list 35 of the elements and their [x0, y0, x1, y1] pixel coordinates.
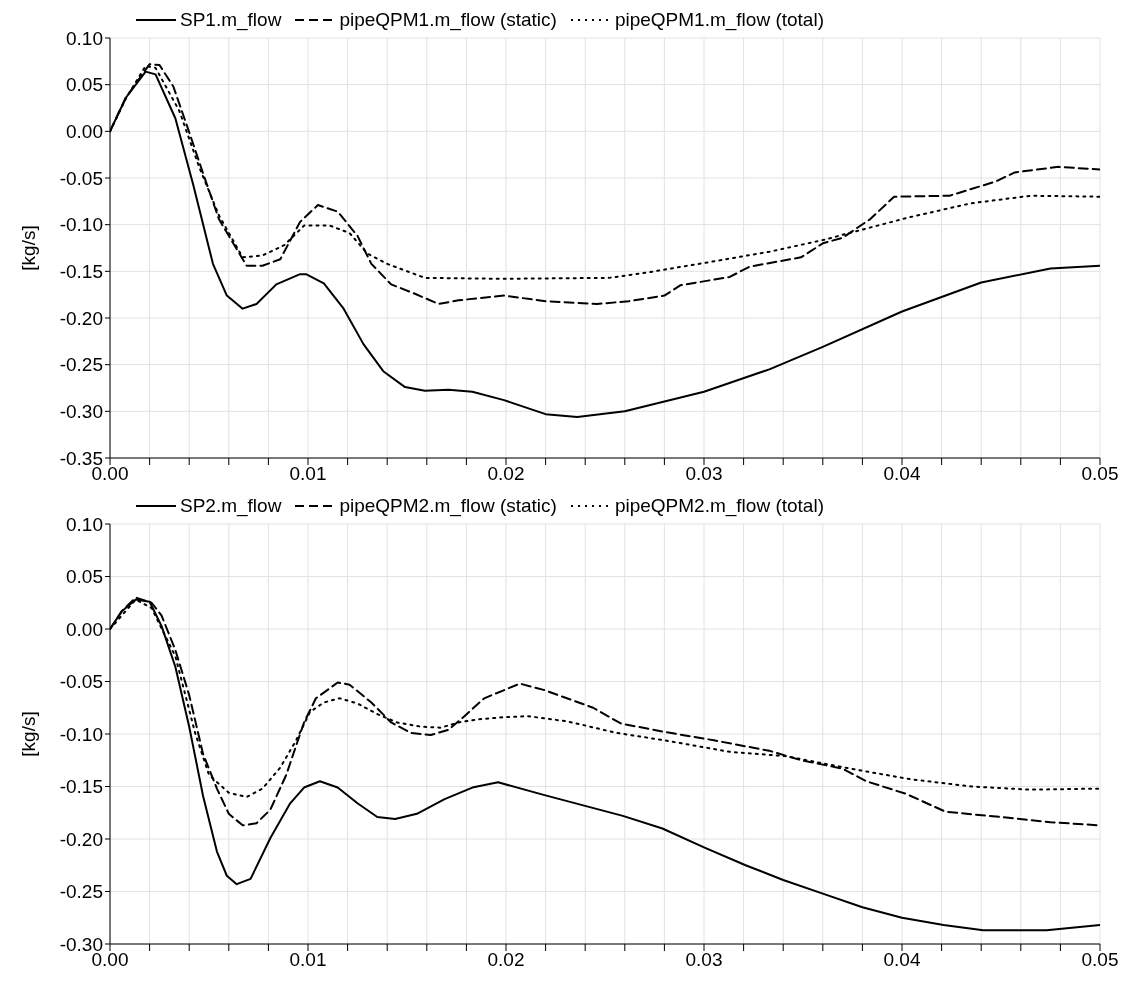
y-tick-label: -0.25: [59, 881, 103, 903]
legend-label: SP2.m_flow: [180, 495, 282, 517]
y-tick-label: -0.10: [59, 723, 103, 745]
legend-label: SP1.m_flow: [180, 9, 282, 31]
y-tick-label: 0.10: [66, 27, 103, 49]
y-tick-label: -0.15: [59, 776, 103, 798]
x-tick-label: 0.01: [289, 463, 327, 485]
x-tick-label: 0.01: [289, 949, 327, 971]
y-tick-label: -0.25: [59, 354, 103, 376]
legend-label: pipeQPM2.m_flow (total): [614, 495, 824, 517]
y-tick-label: -0.20: [59, 828, 103, 850]
y-tick-label: 0.00: [66, 121, 103, 143]
x-tick-label: 0.05: [1081, 949, 1119, 971]
x-tick-label: 0.03: [685, 463, 723, 485]
y-tick-label: 0.05: [66, 74, 103, 96]
legend-label: pipeQPM1.m_flow (static): [339, 9, 557, 31]
y-tick-label: -0.05: [59, 671, 103, 693]
y-tick-label: -0.15: [59, 261, 103, 283]
x-tick-label: 0.04: [883, 463, 921, 485]
legend-label: pipeQPM1.m_flow (total): [614, 9, 824, 31]
y-tick-label: -0.20: [59, 307, 103, 329]
x-tick-label: 0.04: [883, 949, 921, 971]
y-tick-label: -0.05: [59, 167, 103, 189]
x-tick-label: 0.02: [487, 463, 525, 485]
y-axis-title: [kg/s]: [17, 711, 39, 757]
x-tick-label: 0.02: [487, 949, 525, 971]
y-tick-label: 0.05: [66, 566, 103, 588]
x-tick-label: 0.03: [685, 949, 723, 971]
x-tick-label: 0.05: [1081, 463, 1119, 485]
legend-label: pipeQPM2.m_flow (static): [339, 495, 557, 517]
y-tick-label: -0.30: [59, 401, 103, 423]
y-tick-label: 0.00: [66, 618, 103, 640]
y-tick-label: 0.10: [66, 513, 103, 535]
y-axis-title: [kg/s]: [17, 225, 39, 271]
y-tick-label: -0.10: [59, 214, 103, 236]
